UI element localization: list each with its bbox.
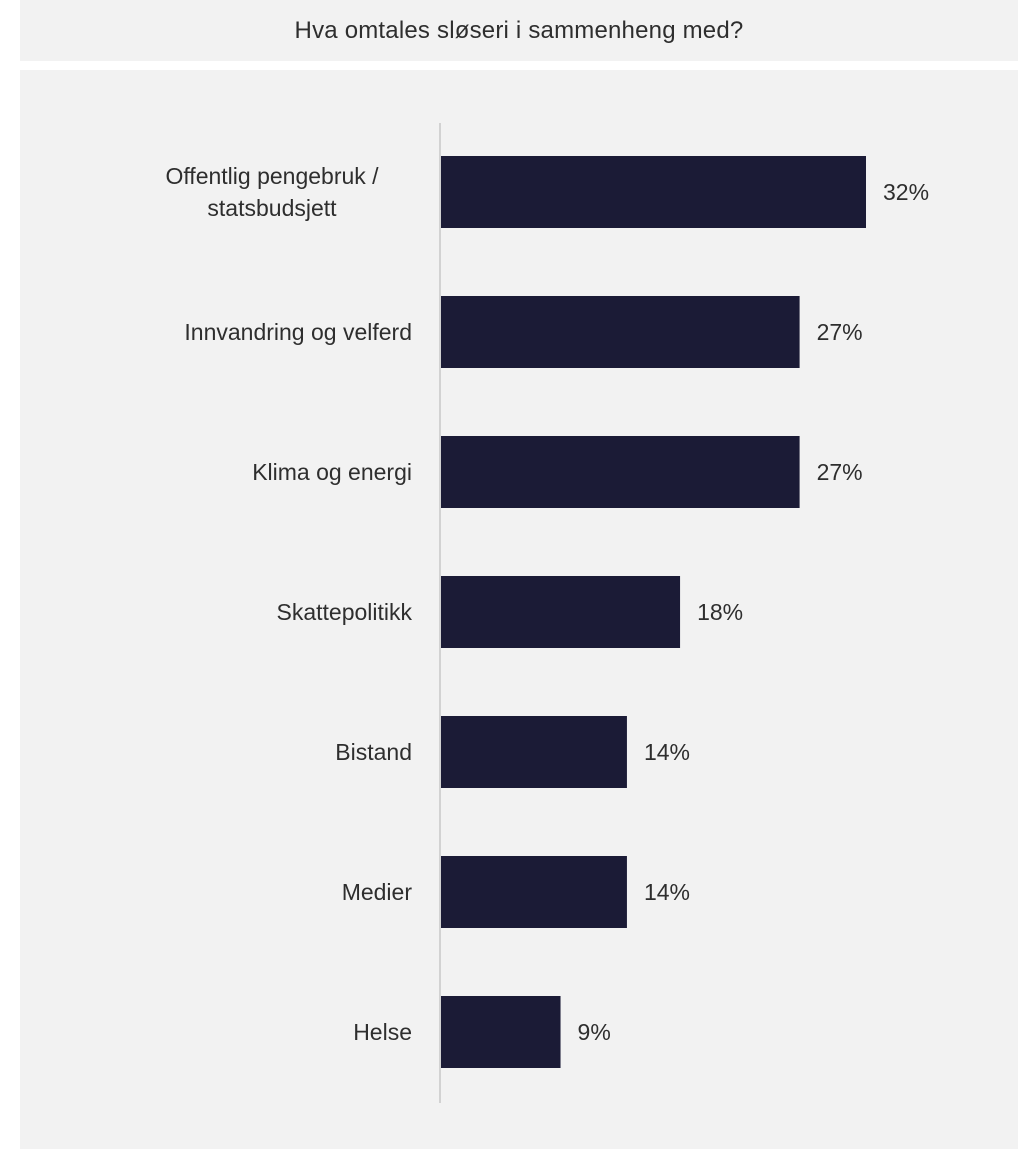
category-label-0: Offentlig pengebruk / statsbudsjett — [165, 163, 379, 221]
category-label-1: Innvandring og velferd — [184, 319, 412, 345]
category-label-6: Helse — [353, 1019, 412, 1045]
value-label-2: 27% — [817, 459, 863, 485]
value-label-4: 14% — [644, 739, 690, 765]
bar-4 — [441, 716, 627, 788]
bar-5 — [441, 856, 627, 928]
bar-0 — [441, 156, 866, 228]
bar-1 — [441, 296, 800, 368]
category-label-2: Klima og energi — [252, 459, 412, 485]
category-label-line: Helse — [353, 1019, 412, 1045]
value-label-1: 27% — [817, 319, 863, 345]
category-label-4: Bistand — [335, 739, 412, 765]
chart-title: Hva omtales sløseri i sammenheng med? — [294, 16, 744, 44]
category-label-3: Skattepolitikk — [276, 599, 412, 625]
chart-title-bar: Hva omtales sløseri i sammenheng med? — [20, 0, 1018, 61]
bar-6 — [441, 996, 561, 1068]
category-label-line: statsbudsjett — [207, 195, 337, 221]
bar-chart: Offentlig pengebruk / statsbudsjett Innvan… — [165, 123, 930, 1103]
category-label-line: Klima og energi — [252, 459, 412, 485]
category-label-line: Innvandring og velferd — [184, 319, 412, 345]
category-label-line: Bistand — [335, 739, 412, 765]
value-labels-group: 32% 27% 27% 18% 14% 14% 9% — [578, 179, 930, 1045]
category-label-line: Medier — [342, 879, 413, 905]
bars-group — [441, 156, 866, 1068]
bar-3 — [441, 576, 681, 648]
category-label-line: Offentlig pengebruk / — [165, 163, 379, 189]
bar-2 — [441, 436, 800, 508]
category-label-5: Medier — [342, 879, 413, 905]
value-label-3: 18% — [697, 599, 743, 625]
category-label-line: Skattepolitikk — [276, 599, 412, 625]
chart-panel: Offentlig pengebruk / statsbudsjett Innvan… — [20, 70, 1018, 1149]
value-label-5: 14% — [644, 879, 690, 905]
value-label-6: 9% — [578, 1019, 611, 1045]
category-labels-group: Offentlig pengebruk / statsbudsjett Innvan… — [165, 163, 412, 1045]
value-label-0: 32% — [883, 179, 929, 205]
